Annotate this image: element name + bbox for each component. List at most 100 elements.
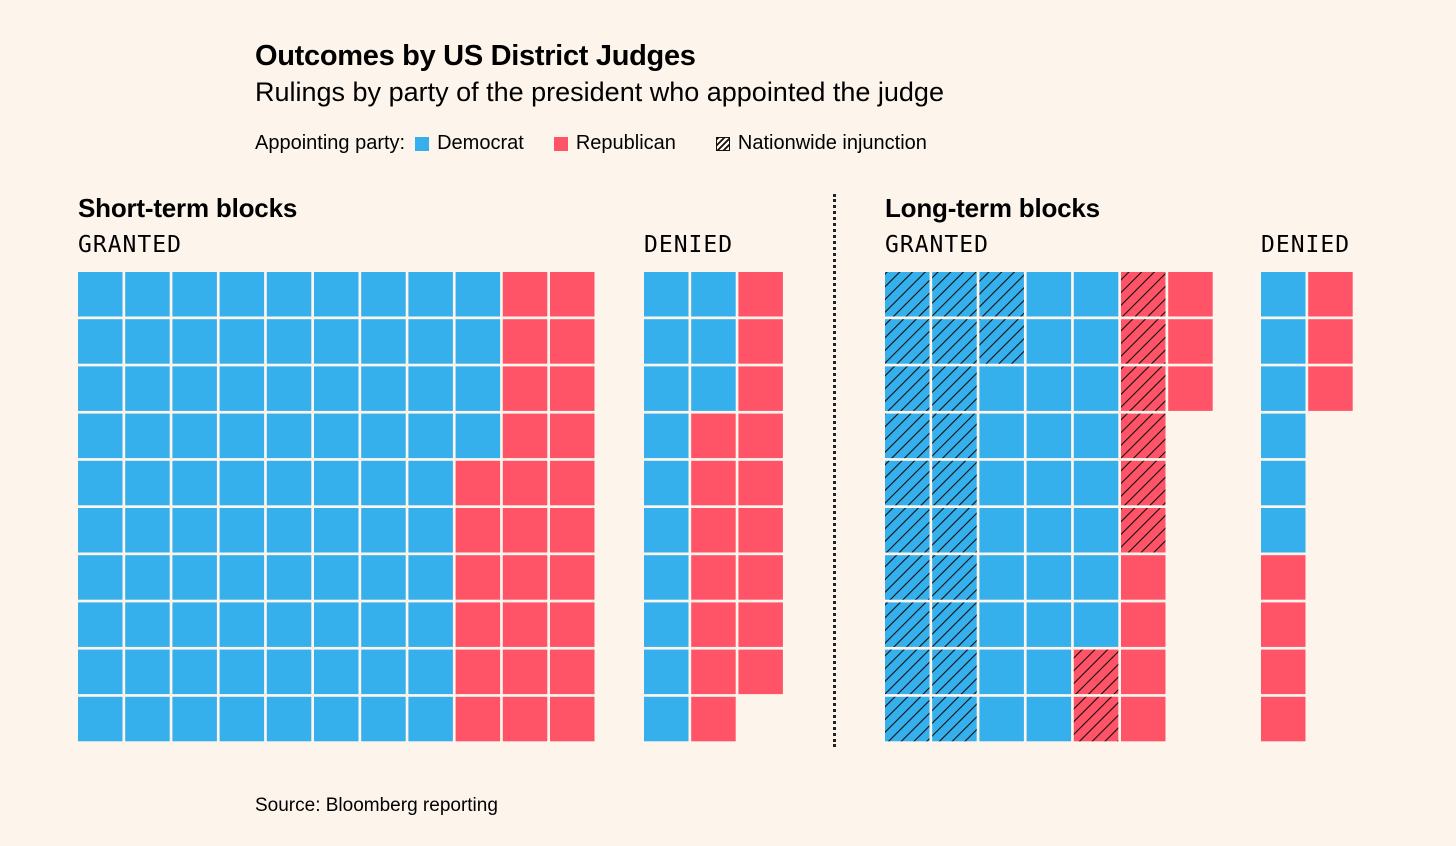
short-term-denied-cell xyxy=(691,696,736,742)
nationwide-hatch xyxy=(885,602,930,647)
short-term-denied-label: DENIED xyxy=(644,232,734,258)
long-term-denied-cell xyxy=(1308,319,1353,364)
short-term-denied-cell xyxy=(738,460,783,506)
short-term-denied-cell xyxy=(738,602,783,647)
short-term-denied-cell xyxy=(738,508,783,553)
long-term-granted-cell xyxy=(979,602,1024,647)
short-term-granted-cell xyxy=(78,555,123,600)
legend-item-nationwide: Nationwide injunction xyxy=(706,132,927,155)
short-term-granted-cell xyxy=(172,460,217,506)
long-term-granted-cell xyxy=(1168,366,1213,411)
long-term-granted-cell xyxy=(1026,649,1072,695)
short-term-granted-cell xyxy=(314,413,359,459)
short-term-granted-cell xyxy=(172,319,217,364)
short-term-denied-cell xyxy=(738,366,783,411)
short-term-granted-cell xyxy=(78,602,123,647)
long-term-granted-cell xyxy=(1073,602,1119,647)
short-term-granted-cell xyxy=(266,508,312,553)
short-term-granted-cell xyxy=(266,649,312,695)
short-term-granted-cell xyxy=(408,413,453,459)
long-term-granted-cell xyxy=(1121,696,1166,742)
long-term-denied-cell xyxy=(1261,413,1306,459)
long-term-denied-cell xyxy=(1261,649,1306,695)
long-term-granted-cell xyxy=(979,460,1024,506)
short-term-granted-cell xyxy=(78,696,123,742)
short-term-granted-cell xyxy=(502,649,548,695)
section-divider xyxy=(833,194,836,747)
long-term-title: Long-term blocks xyxy=(885,193,1100,223)
short-term-denied-cell xyxy=(691,649,736,695)
short-term-title: Short-term blocks xyxy=(78,193,298,223)
long-term-granted-cell xyxy=(1073,413,1119,459)
short-term-granted-cell xyxy=(361,602,406,647)
short-term-granted-cell xyxy=(502,413,548,459)
nationwide-hatch xyxy=(979,319,1024,364)
short-term-granted-cell xyxy=(172,413,217,459)
short-term-granted-cell xyxy=(125,508,170,553)
short-term-granted-cell xyxy=(125,319,170,364)
short-term-denied-cell xyxy=(644,460,689,506)
long-term-granted-cell xyxy=(1026,319,1072,364)
long-term-granted-cell xyxy=(979,649,1024,695)
long-term-granted-cell xyxy=(1073,272,1119,317)
short-term-granted-cell xyxy=(502,696,548,742)
short-term-granted-cell xyxy=(314,602,359,647)
short-term-granted-cell xyxy=(455,508,501,553)
short-term-granted-cell xyxy=(266,319,312,364)
short-term-granted-cell xyxy=(455,602,501,647)
short-term-denied-cell xyxy=(691,319,736,364)
short-term-denied-cell xyxy=(644,319,689,364)
legend-democrat-label: Democrat xyxy=(437,132,524,154)
short-term-granted-cell xyxy=(361,696,406,742)
long-term-denied-cell xyxy=(1261,366,1306,411)
short-term-granted-cell xyxy=(314,460,359,506)
short-term-granted-cell xyxy=(219,555,265,600)
nationwide-hatch xyxy=(885,319,930,364)
short-term-denied-cell xyxy=(691,413,736,459)
hatch-swatch xyxy=(715,136,730,151)
short-term-granted-cell xyxy=(455,555,501,600)
nationwide-hatch xyxy=(885,413,930,459)
short-term-granted-cell xyxy=(266,413,312,459)
short-term-granted-cell xyxy=(408,366,453,411)
long-term-denied-cell xyxy=(1308,366,1353,411)
nationwide-hatch xyxy=(932,460,977,506)
short-term-denied-cell xyxy=(691,272,736,317)
short-term-denied-cell xyxy=(691,508,736,553)
short-term-granted-cell xyxy=(314,319,359,364)
short-term-denied-cell xyxy=(738,649,783,695)
short-term-granted-cell xyxy=(125,272,170,317)
short-term-granted-cell xyxy=(502,460,548,506)
short-term-granted-cell xyxy=(408,555,453,600)
short-term-granted-cell xyxy=(550,508,595,553)
long-term-denied-cell xyxy=(1261,272,1306,317)
short-term-granted-cell xyxy=(314,555,359,600)
source-note: Source: Bloomberg reporting xyxy=(255,795,498,816)
short-term-granted-cell xyxy=(172,649,217,695)
short-term-granted-cell xyxy=(78,319,123,364)
short-term-granted-cell xyxy=(502,366,548,411)
short-term-granted-cell xyxy=(550,649,595,695)
short-term-denied-cell xyxy=(644,696,689,742)
short-term-granted-cell xyxy=(550,460,595,506)
legend-item-democrat: Democrat xyxy=(405,132,524,155)
nationwide-hatch xyxy=(885,696,930,742)
short-term-denied-cell xyxy=(644,413,689,459)
nationwide-hatch xyxy=(1121,319,1166,364)
long-term-granted-label: GRANTED xyxy=(885,232,989,258)
short-term-granted-cell xyxy=(219,649,265,695)
short-term-granted-cell xyxy=(408,508,453,553)
short-term-granted-cell xyxy=(266,460,312,506)
long-term-denied-label: DENIED xyxy=(1261,232,1351,258)
short-term-granted-cell xyxy=(172,272,217,317)
long-term-granted-cell xyxy=(1168,272,1213,317)
short-term-granted-cell xyxy=(78,649,123,695)
long-term-granted-cell xyxy=(1026,602,1072,647)
short-term-granted-cell xyxy=(78,508,123,553)
short-term-granted-cell xyxy=(219,508,265,553)
short-term-denied-cell xyxy=(644,602,689,647)
nationwide-hatch xyxy=(932,508,977,553)
long-term-granted-cell xyxy=(1073,555,1119,600)
short-term-granted-cell xyxy=(266,555,312,600)
short-term-granted-cell xyxy=(219,413,265,459)
